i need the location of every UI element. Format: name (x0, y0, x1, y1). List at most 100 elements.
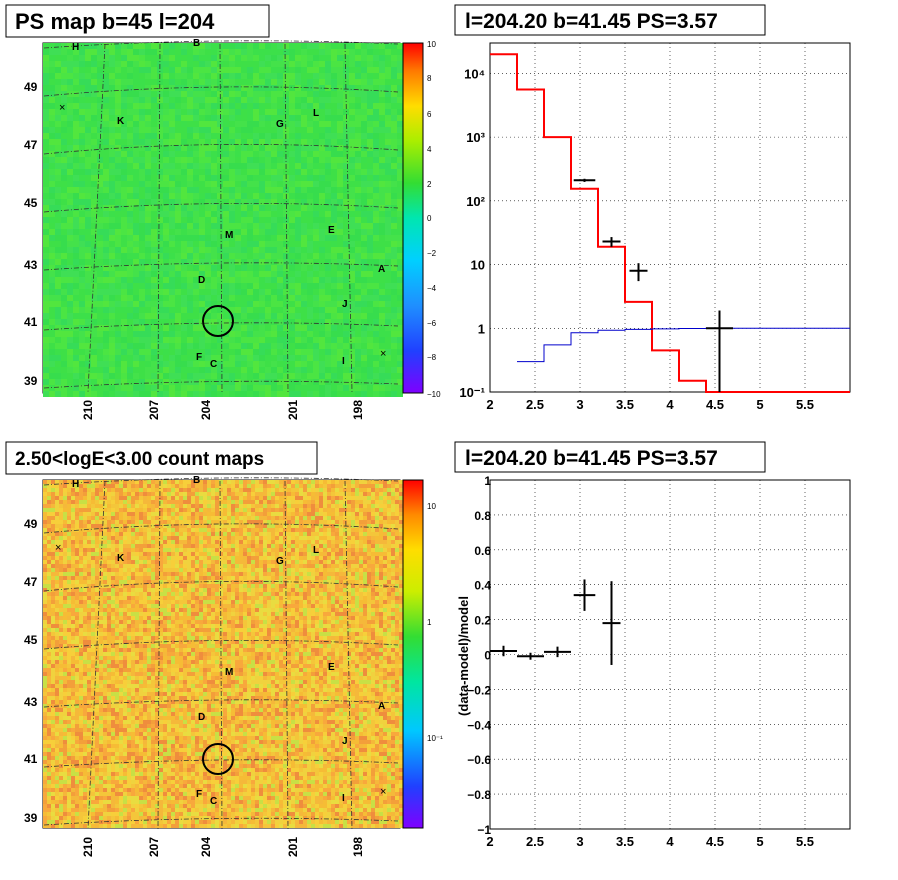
heatmap-cell (307, 61, 313, 67)
heatmap-cell (107, 508, 111, 512)
heatmap-cell (235, 480, 239, 484)
heatmap-cell (343, 508, 347, 512)
heatmap-cell (247, 181, 253, 187)
heatmap-cell (61, 283, 67, 289)
heatmap-cell (119, 508, 123, 512)
heatmap-cell (255, 496, 259, 500)
heatmap-cell (169, 73, 175, 79)
heatmap-cell (159, 524, 163, 528)
heatmap-cell (387, 536, 391, 540)
heatmap-cell (247, 295, 253, 301)
heatmap-cell (319, 361, 325, 367)
heatmap-cell (145, 199, 151, 205)
heatmap-cell (85, 325, 91, 331)
heatmap-cell (361, 139, 367, 145)
heatmap-cell (259, 520, 263, 524)
heatmap-cell (375, 520, 379, 524)
heatmap-cell (259, 181, 265, 187)
heatmap-cell (159, 496, 163, 500)
heatmap-cell (279, 500, 283, 504)
heatmap-cell (127, 271, 133, 277)
heatmap-cell (391, 259, 397, 265)
heatmap-cell (301, 325, 307, 331)
heatmap-cell (247, 169, 253, 175)
heatmap-cell (349, 43, 355, 49)
heatmap-cell (295, 259, 301, 265)
heatmap-cell (235, 121, 241, 127)
heatmap-cell (115, 241, 121, 247)
heatmap-cell (51, 504, 55, 508)
heatmap-cell (337, 349, 343, 355)
heatmap-cell (373, 391, 379, 397)
heatmap-cell (193, 163, 199, 169)
heatmap-cell (241, 235, 247, 241)
heatmap-cell (181, 229, 187, 235)
heatmap-cell (271, 229, 277, 235)
heatmap-cell (265, 391, 271, 397)
heatmap-cell (325, 97, 331, 103)
heatmap-cell (367, 181, 373, 187)
heatmap-cell (379, 385, 385, 391)
heatmap-cell (199, 349, 205, 355)
heatmap-cell (337, 373, 343, 379)
heatmap-cell (337, 361, 343, 367)
heatmap-cell (277, 379, 283, 385)
heatmap-cell (127, 379, 133, 385)
heatmap-cell (251, 536, 255, 540)
heatmap-cell (97, 283, 103, 289)
heatmap-cell (265, 349, 271, 355)
heatmap-cell (235, 367, 241, 373)
heatmap-cell (367, 229, 373, 235)
heatmap-cell (383, 532, 387, 536)
heatmap-cell (385, 313, 391, 319)
heatmap-cell (181, 211, 187, 217)
heatmap-cell (231, 528, 235, 532)
heatmap-cell (397, 163, 403, 169)
heatmap-cell (73, 193, 79, 199)
heatmap-cell (73, 331, 79, 337)
heatmap-cell (43, 73, 49, 79)
heatmap-cell (271, 133, 277, 139)
heatmap-cell (157, 295, 163, 301)
heatmap-cell (301, 253, 307, 259)
heatmap-cell (63, 500, 67, 504)
heatmap-cell (373, 265, 379, 271)
heatmap-cell (301, 187, 307, 193)
heatmap-cell (139, 271, 145, 277)
heatmap-cell (211, 181, 217, 187)
heatmap-cell (367, 283, 373, 289)
heatmap-cell (223, 492, 227, 496)
heatmap-cell (205, 133, 211, 139)
heatmap-cell (391, 133, 397, 139)
heatmap-cell (291, 516, 295, 520)
heatmap-cell (235, 349, 241, 355)
heatmap-cell (99, 512, 103, 516)
heatmap-cell (211, 520, 215, 524)
heatmap-cell (97, 163, 103, 169)
heatmap-cell (235, 139, 241, 145)
heatmap-cell (239, 532, 243, 536)
heatmap-cell (379, 504, 383, 508)
heatmap-cell (49, 61, 55, 67)
heatmap-cell (121, 163, 127, 169)
heatmap-cell (253, 283, 259, 289)
heatmap-cell (61, 277, 67, 283)
heatmap-cell (247, 115, 253, 121)
heatmap-cell (139, 223, 145, 229)
heatmap-cell (289, 283, 295, 289)
heatmap-cell (343, 67, 349, 73)
heatmap-cell (43, 157, 49, 163)
heatmap-cell (343, 265, 349, 271)
heatmap-cell (223, 337, 229, 343)
heatmap-cell (205, 295, 211, 301)
heatmap-cell (49, 115, 55, 121)
heatmap-cell (145, 367, 151, 373)
heatmap-cell (139, 79, 145, 85)
heatmap-cell (43, 289, 49, 295)
heatmap-cell (169, 157, 175, 163)
heatmap-cell (223, 73, 229, 79)
heatmap-cell (275, 528, 279, 532)
heatmap-cell (395, 536, 399, 540)
heatmap-cell (211, 133, 217, 139)
